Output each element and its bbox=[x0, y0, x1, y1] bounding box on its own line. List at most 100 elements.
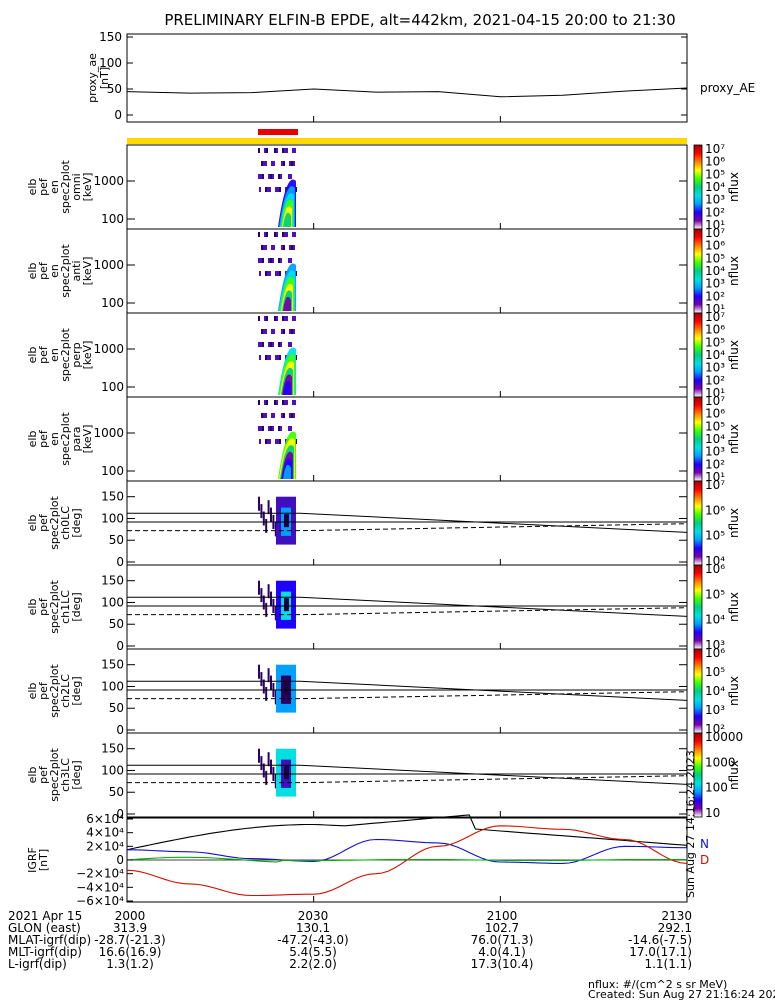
ephemeris-value: 2130 bbox=[661, 909, 692, 923]
spectrogram-pixel bbox=[258, 426, 260, 431]
spec-frame bbox=[126, 228, 688, 314]
spectrogram-pixel bbox=[277, 187, 279, 192]
spectrogram-pixel bbox=[266, 148, 268, 153]
spectrogram-pixel bbox=[272, 342, 274, 347]
spec-colorbar-3-label: nflux bbox=[727, 340, 741, 370]
spectrogram-pixel bbox=[288, 174, 290, 179]
spectrogram-pixel bbox=[275, 355, 277, 360]
spectrogram-pixel bbox=[289, 329, 291, 334]
ae-ylabel: proxy_ae bbox=[86, 53, 99, 103]
spectrogram-pixel bbox=[286, 148, 288, 153]
spectrogram-pixel bbox=[271, 245, 273, 250]
spec-ylabel-4-line: para bbox=[70, 427, 83, 452]
pa-colorbar-3-tick: 10³ bbox=[705, 703, 725, 717]
ephemeris-value: 17.0(17.1) bbox=[629, 945, 692, 959]
pa-ylabel-1-line: elb bbox=[26, 515, 39, 532]
spectrogram-pixel bbox=[292, 148, 294, 153]
ephemeris-value: 17.3(10.4) bbox=[471, 957, 534, 971]
pa-ylabel-2-line: [deg] bbox=[70, 592, 83, 621]
spectrogram-pixel bbox=[262, 342, 264, 347]
ephemeris-value: 313.9 bbox=[113, 921, 147, 935]
pa-block-inner bbox=[284, 682, 289, 696]
pa-ylabel-2-line: elb bbox=[26, 599, 39, 616]
spectrogram-pixel bbox=[258, 400, 260, 405]
igrf-ytick-label: −2×10⁴ bbox=[76, 867, 124, 881]
ae-ytick-label: 150 bbox=[99, 30, 122, 44]
spectrogram-pixel bbox=[286, 316, 288, 321]
pa-ylabel-1-line: ch0LC bbox=[59, 506, 72, 540]
figure-title: PRELIMINARY ELFIN-B EPDE, alt=442km, 202… bbox=[164, 11, 675, 29]
spectrogram-pixel bbox=[269, 439, 271, 444]
spectrogram-pixel bbox=[291, 329, 293, 334]
spec-ytick-label: 100 bbox=[101, 380, 124, 394]
spec-ylabel-2-line: pef bbox=[37, 261, 50, 280]
time-axis bbox=[126, 116, 688, 902]
pa-panel-2: 150 100 50 0 bbox=[101, 564, 688, 653]
spec-colorbar-1-label: nflux bbox=[727, 172, 741, 202]
spec-ylabel-2-line: spec2plot bbox=[59, 244, 72, 298]
pa-ytick-label: 150 bbox=[101, 574, 124, 588]
proxy-ae-line bbox=[126, 87, 688, 98]
pa-pixel bbox=[274, 690, 277, 705]
spec-colorbar-3-tick: 10⁵ bbox=[705, 335, 725, 349]
spec-ylabel-2-line: en bbox=[48, 264, 61, 278]
pa-colorbar-3: 10⁶ 10⁵ 10⁴ 10³ 10² nflux bbox=[693, 646, 741, 736]
pa-colorbar-2-bar bbox=[693, 564, 703, 650]
spectrogram-pixel bbox=[293, 329, 295, 334]
spec-colorbar-2-tick: 10¹ bbox=[705, 302, 725, 316]
spectrogram-pixel bbox=[283, 161, 285, 166]
igrf-ytick-label: −6×10⁴ bbox=[76, 894, 124, 908]
spectrogram-pixel bbox=[292, 400, 294, 405]
spectrogram-pixel bbox=[274, 232, 276, 237]
ephemeris-value: 2.2(2.0) bbox=[289, 957, 337, 971]
spectrogram-pixel bbox=[264, 316, 266, 321]
pa-ylabel-2-line: spec2plot bbox=[48, 580, 61, 634]
spectrogram-pixel bbox=[275, 187, 277, 192]
spec-colorbar-4-tick: 10¹ bbox=[705, 470, 725, 484]
spectrogram-pixel bbox=[288, 426, 290, 431]
spectrogram-pixel bbox=[292, 232, 294, 237]
pa-ytick-label: 50 bbox=[109, 785, 124, 799]
spectrogram-pixel bbox=[277, 355, 279, 360]
spectrogram-plume bbox=[283, 380, 291, 395]
spectrogram-pixel bbox=[258, 342, 260, 347]
spectrogram-pixel bbox=[279, 187, 281, 192]
spectrogram-pixel bbox=[274, 316, 276, 321]
pa-ylabel-3-line: [deg] bbox=[70, 676, 83, 705]
pa-colorbar-4: 10000 1000 100 10 nflux bbox=[693, 730, 743, 820]
spectrogram-pixel bbox=[279, 355, 281, 360]
ephemeris-label: L-igrf(dip) bbox=[8, 957, 67, 971]
spectrogram-pixel bbox=[258, 148, 260, 153]
spectrogram-pixel bbox=[268, 174, 270, 179]
ephemeris-value: 1.1(1.1) bbox=[644, 957, 692, 971]
spec-ylabel-3-line: [keV] bbox=[81, 341, 94, 370]
proxy-ae-panel: proxy_AE 150 100 50 0 proxy_ae [nT] bbox=[86, 30, 755, 123]
spectrogram-pixel bbox=[270, 174, 272, 179]
pa-ytick-label: 150 bbox=[101, 658, 124, 672]
spectrogram-pixel bbox=[273, 329, 275, 334]
spectrogram-pixel bbox=[267, 187, 269, 192]
pa-colorbar-4-tick: 10000 bbox=[705, 730, 743, 744]
ephemeris-value: 102.7 bbox=[485, 921, 519, 935]
spec-frame bbox=[126, 312, 688, 398]
loss-cone-line bbox=[127, 764, 688, 785]
spectrogram-pixel bbox=[261, 245, 263, 250]
spec-colorbar-4-tick: 10⁵ bbox=[705, 419, 725, 433]
spectrogram-pixel bbox=[280, 426, 282, 431]
spectrogram-pixel bbox=[267, 439, 269, 444]
anti-loss-cone-line bbox=[127, 775, 688, 784]
spectrogram-pixel bbox=[272, 426, 274, 431]
ae-ylabel: [nT] bbox=[98, 67, 111, 89]
pa-pixel bbox=[267, 752, 270, 767]
spectrogram-pixel bbox=[281, 161, 283, 166]
pa-pixel bbox=[267, 584, 270, 599]
spectrogram-pixel bbox=[281, 245, 283, 250]
pa-colorbar-3-tick: 10⁴ bbox=[705, 684, 725, 698]
footer-units: nflux: #/(cm^2 s sr MeV) bbox=[588, 978, 727, 991]
pa-pixel bbox=[262, 511, 265, 526]
